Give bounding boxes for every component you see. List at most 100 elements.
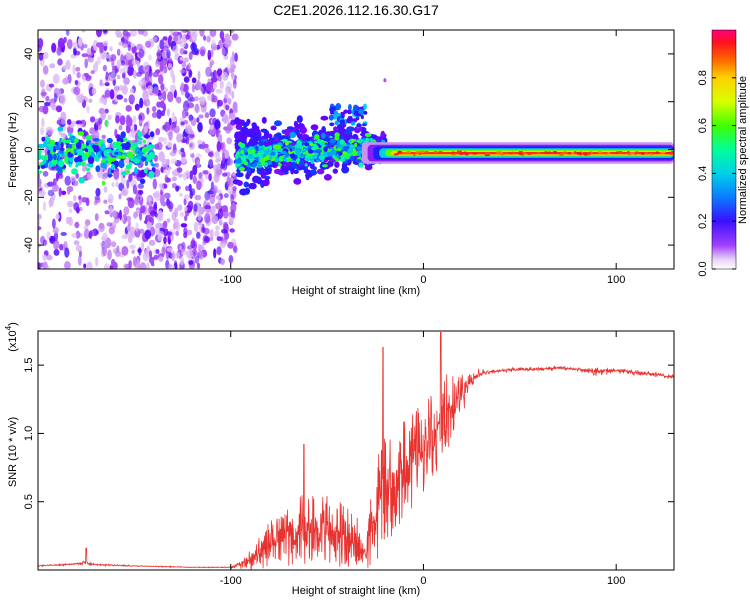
heatmap-cell [40, 79, 45, 88]
heatmap-cell [204, 112, 210, 119]
heatmap-cell [655, 151, 659, 154]
heatmap-cell [126, 32, 131, 38]
heatmap-cell [334, 110, 339, 115]
heatmap-cell [48, 83, 55, 88]
heatmap-cell [227, 97, 232, 105]
heatmap-cell [332, 168, 338, 174]
heatmap-cell [196, 180, 202, 191]
heatmap-cell [153, 201, 158, 210]
heatmap-cell [159, 60, 164, 72]
heatmap-cell [137, 183, 144, 189]
heatmap-cell [230, 193, 235, 204]
heatmap-cell [77, 155, 83, 162]
heatmap-cell [102, 245, 107, 257]
heatmap-cell [211, 215, 219, 225]
heatmap-cell [304, 163, 308, 167]
heatmap-cell [38, 218, 41, 227]
heatmap-cell [85, 135, 92, 141]
heatmap-cell [171, 250, 176, 262]
heatmap-cell [95, 165, 101, 173]
heatmap-cell [51, 158, 58, 165]
heatmap-cell [91, 87, 97, 95]
heatmap-cell [235, 124, 243, 130]
heatmap-cell [287, 158, 292, 162]
heatmap-cell [38, 44, 42, 52]
heatmap-cell [226, 176, 231, 187]
heatmap-cell [127, 197, 135, 209]
heatmap-cell [81, 30, 86, 33]
heatmap-cell [101, 236, 106, 242]
heatmap-cell [190, 30, 196, 36]
heatmap-cell [204, 147, 210, 154]
heatmap-cell [118, 41, 124, 46]
heatmap-cell [270, 125, 277, 131]
heatmap-cell [248, 182, 257, 190]
heatmap-cell [190, 188, 196, 196]
heatmap-cell [113, 168, 120, 180]
heatmap-cell [207, 49, 212, 60]
heatmap-cell [199, 46, 206, 56]
heatmap-cell [628, 152, 635, 155]
heatmap-cell [121, 171, 127, 176]
heatmap-cell [125, 105, 132, 112]
heatmap-cell [260, 169, 266, 178]
colorbar-tick-label: 0.6 [697, 118, 709, 133]
heatmap-cell [84, 58, 88, 69]
heatmap-cell [38, 152, 42, 161]
heatmap-cell [259, 149, 265, 156]
heatmap-cell [130, 30, 137, 37]
heatmap-cell [191, 77, 197, 84]
heatmap-cell [116, 94, 124, 100]
heatmap-cell [138, 246, 142, 256]
heatmap-cell [313, 140, 319, 144]
heatmap-cell [67, 144, 73, 149]
heatmap-cell [188, 133, 195, 139]
heatmap-cell [358, 162, 364, 168]
heatmap-cell [221, 152, 225, 163]
heatmap-cell [123, 64, 129, 74]
heatmap-cell [42, 170, 49, 177]
heatmap-cell [164, 166, 171, 176]
heatmap-cell [179, 212, 185, 217]
heatmap-cell [103, 150, 108, 157]
heatmap-cell [328, 114, 334, 121]
heatmap-cell [291, 146, 296, 151]
heatmap-cell [161, 158, 169, 168]
heatmap-cell [158, 151, 165, 162]
heatmap-cell [659, 151, 666, 154]
heatmap-cell [191, 83, 195, 93]
heatmap-cell [361, 130, 368, 135]
heatmap-cell [43, 136, 51, 143]
heatmap-cell [73, 195, 77, 202]
heatmap-cell [143, 168, 148, 174]
heatmap-cell [131, 59, 138, 66]
heatmap-cell [192, 165, 198, 176]
heatmap-cell [143, 125, 149, 134]
heatmap-cell [340, 121, 344, 128]
y-tick-label: 0.5 [23, 494, 35, 509]
heatmap-cell [173, 218, 179, 229]
heatmap-cell [99, 97, 105, 104]
x-tick-label: -100 [220, 575, 242, 587]
heatmap-cell [332, 114, 338, 120]
heatmap-cell [597, 151, 602, 154]
heatmap-cell [147, 196, 152, 203]
heatmap-cell [169, 30, 175, 34]
heatmap-cell [171, 111, 176, 122]
heatmap-cell [204, 209, 211, 214]
snr-scale-base: (x10 [7, 330, 19, 351]
heatmap-cell [212, 82, 218, 90]
heatmap-cell [199, 30, 205, 36]
heatmap-cell [185, 170, 190, 178]
heatmap-cell [58, 170, 63, 175]
heatmap-cell [235, 158, 242, 164]
heatmap-cell [207, 94, 213, 101]
heatmap-cell [293, 178, 302, 185]
heatmap-cell [81, 154, 88, 162]
heatmap-cell [73, 47, 77, 56]
heatmap-cell [145, 40, 152, 48]
heatmap-cell [129, 88, 134, 94]
heatmap-cell [87, 57, 94, 63]
spectrogram-x-axis-label: Height of straight line (km) [292, 285, 420, 297]
heatmap-cell [181, 61, 187, 68]
